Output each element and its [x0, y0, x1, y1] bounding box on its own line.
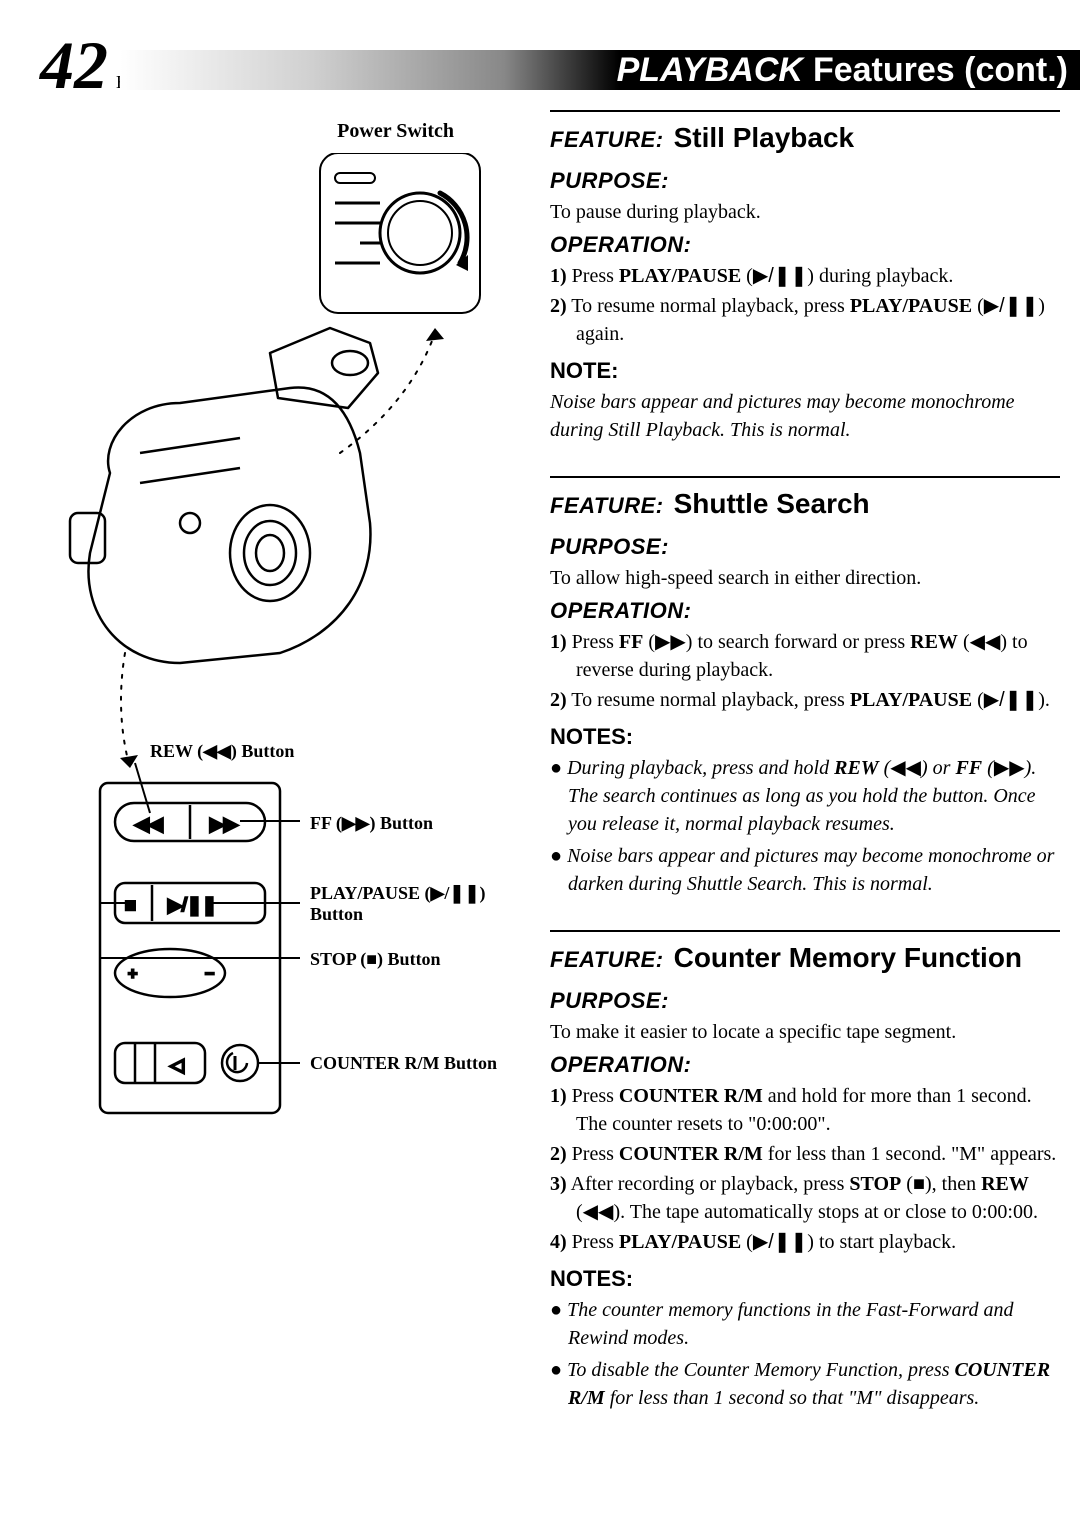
section-counter-memory: FEATURE: Counter Memory Function PURPOSE… [550, 930, 1060, 1412]
purpose-heading: PURPOSE: [550, 534, 1060, 560]
feature-heading: FEATURE: Still Playback [550, 122, 1060, 154]
operation-step: 3) After recording or playback, press ST… [550, 1170, 1060, 1226]
callout-play-pause: PLAY/PAUSE (▶/❚❚) Button [310, 883, 520, 925]
operation-list: 1) Press PLAY/PAUSE (▶/❚❚) during playba… [550, 262, 1060, 348]
notes-heading: NOTES: [550, 1266, 1060, 1292]
operation-heading: OPERATION: [550, 1052, 1060, 1078]
feature-name: Still Playback [674, 122, 855, 153]
page: 42 EN PLAYBACK Features (cont.) Power Sw… [0, 0, 1080, 1533]
header-subtitle: Features (cont.) [813, 51, 1068, 90]
section-still-playback: FEATURE: Still Playback PURPOSE: To paus… [550, 110, 1060, 444]
page-number-value: 42 [40, 27, 108, 103]
operation-step: 2) To resume normal playback, press PLAY… [550, 686, 1060, 714]
diagram-column: Power Switch [40, 120, 530, 1133]
page-header: 42 EN PLAYBACK Features (cont.) [0, 40, 1080, 90]
svg-text:◀◀: ◀◀ [135, 814, 163, 834]
note-heading: NOTE: [550, 358, 1060, 384]
page-number: 42 EN [40, 26, 108, 105]
feature-name: Shuttle Search [674, 488, 870, 519]
svg-text:◁: ◁ [170, 1055, 184, 1075]
content-column: FEATURE: Still Playback PURPOSE: To paus… [550, 110, 1060, 1444]
operation-list: 1) Press FF (▶▶) to search forward or pr… [550, 628, 1060, 714]
operation-step: 4) Press PLAY/PAUSE (▶/❚❚) to start play… [550, 1228, 1060, 1256]
callout-counter: COUNTER R/M Button [310, 1053, 497, 1074]
svg-text:+: + [128, 966, 137, 983]
feature-name: Counter Memory Function [674, 942, 1022, 973]
feature-heading: FEATURE: Shuttle Search [550, 488, 1060, 520]
feature-label: FEATURE: [550, 493, 664, 518]
svg-text:−: − [205, 966, 214, 983]
callout-rew: REW (◀◀) Button [150, 741, 294, 762]
callout-stop: STOP (■) Button [310, 949, 441, 970]
header-gradient: PLAYBACK Features (cont.) [120, 50, 1080, 90]
svg-text:■: ■ [125, 895, 136, 915]
purpose-text: To allow high-speed search in either dir… [550, 564, 1060, 592]
power-switch-label: Power Switch [40, 120, 530, 143]
callout-ff: FF (▶▶) Button [310, 813, 433, 834]
operation-step: 1) Press PLAY/PAUSE (▶/❚❚) during playba… [550, 262, 1060, 290]
camera-svg: ◀◀ ▶▶ ■ ▶/❚❚ + − ◁ [40, 153, 530, 1133]
purpose-text: To make it easier to locate a specific t… [550, 1018, 1060, 1046]
operation-heading: OPERATION: [550, 232, 1060, 258]
section-shuttle-search: FEATURE: Shuttle Search PURPOSE: To allo… [550, 476, 1060, 898]
operation-list: 1) Press COUNTER R/M and hold for more t… [550, 1082, 1060, 1256]
note-item: To disable the Counter Memory Function, … [550, 1356, 1060, 1412]
purpose-heading: PURPOSE: [550, 988, 1060, 1014]
note-item: Noise bars appear and pictures may becom… [550, 842, 1060, 898]
camera-diagram: ◀◀ ▶▶ ■ ▶/❚❚ + − ◁ [40, 153, 530, 1133]
feature-label: FEATURE: [550, 947, 664, 972]
note-item: The counter memory functions in the Fast… [550, 1296, 1060, 1352]
notes-list: The counter memory functions in the Fast… [550, 1296, 1060, 1412]
operation-step: 2) Press COUNTER R/M for less than 1 sec… [550, 1140, 1060, 1168]
feature-heading: FEATURE: Counter Memory Function [550, 942, 1060, 974]
notes-heading: NOTES: [550, 724, 1060, 750]
purpose-text: To pause during playback. [550, 198, 1060, 226]
header-title: PLAYBACK [617, 51, 803, 90]
feature-label: FEATURE: [550, 127, 664, 152]
note-body: Noise bars appear and pictures may becom… [550, 388, 1060, 444]
purpose-heading: PURPOSE: [550, 168, 1060, 194]
note-item: During playback, press and hold REW (◀◀)… [550, 754, 1060, 838]
operation-heading: OPERATION: [550, 598, 1060, 624]
notes-list: During playback, press and hold REW (◀◀)… [550, 754, 1060, 898]
operation-step: 1) Press COUNTER R/M and hold for more t… [550, 1082, 1060, 1138]
operation-step: 1) Press FF (▶▶) to search forward or pr… [550, 628, 1060, 684]
svg-text:▶▶: ▶▶ [210, 814, 238, 834]
svg-text:▶/❚❚: ▶/❚❚ [168, 895, 217, 916]
operation-step: 2) To resume normal playback, press PLAY… [550, 292, 1060, 348]
